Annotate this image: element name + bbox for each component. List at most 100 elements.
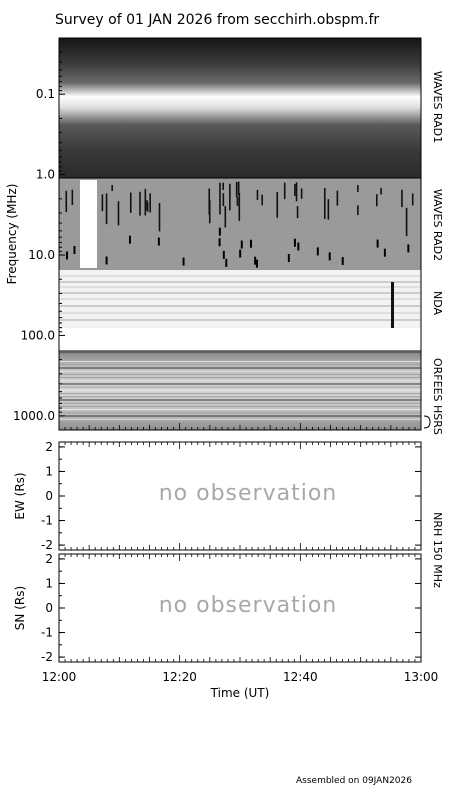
assembled-footer: Assembled on 09JAN2026 <box>296 776 412 786</box>
freq-tick-label: 1000.0 <box>13 409 55 423</box>
rad2-streak <box>144 188 147 216</box>
rad2-streak <box>222 250 225 259</box>
band-label-nda: NDA <box>431 291 444 316</box>
rad2-streak <box>224 206 227 228</box>
rad2-streak <box>261 194 263 206</box>
nda-lines <box>59 275 421 321</box>
rad2-streak <box>316 247 319 256</box>
freq-tick-label: 1.0 <box>36 168 55 182</box>
rad2-streak <box>375 194 378 207</box>
rad2-streak <box>182 257 185 266</box>
rad2-streak <box>129 192 132 213</box>
time-tick-label: 13:00 <box>404 670 439 684</box>
rad2-streak <box>336 190 339 206</box>
rs-tick-label: -2 <box>41 650 53 664</box>
ew-axis-label: EW (Rs) <box>13 472 27 519</box>
rad2-streak <box>219 182 221 215</box>
rs-tick-label: 2 <box>45 552 53 566</box>
rad2-streak <box>295 182 298 202</box>
rad2-streak <box>117 201 120 226</box>
rad2-streak <box>405 207 408 237</box>
nrh-ew-panel: 2 1 0 -1 -2 EW (Rs) no observation <box>13 440 422 552</box>
sn-no-observation: no observation <box>159 593 338 618</box>
rad2-streak <box>401 189 403 208</box>
rs-tick-label: 0 <box>45 489 53 503</box>
waves-rad1-spectrum <box>59 38 421 178</box>
nda-burst <box>391 282 394 328</box>
time-tick-label: 12:40 <box>283 670 318 684</box>
ew-axis-ticks: 2 1 0 -1 -2 <box>41 440 421 552</box>
rad2-streak <box>149 193 151 213</box>
time-axis-label: Time (UT) <box>210 686 270 700</box>
rad2-streak <box>323 188 326 219</box>
rad2-streak <box>105 193 108 225</box>
dynamic-spectrum: 0.1 1.0 10.0 100.0 1000.0 Frequency (MHz) WA… <box>5 37 444 435</box>
rad2-streak <box>139 191 141 216</box>
rad2-streak <box>222 182 225 190</box>
rad2-streak <box>376 239 379 248</box>
rs-tick-label: 1 <box>45 576 53 590</box>
rad2-streak <box>237 181 240 195</box>
rad2-streak <box>65 251 68 260</box>
rad2-streak <box>235 181 238 198</box>
rad2-streak <box>407 244 410 253</box>
rs-tick-label: 1 <box>45 464 53 478</box>
rad2-streak <box>383 248 386 257</box>
rs-tick-label: -2 <box>41 538 53 552</box>
rad2-streak <box>236 196 239 206</box>
band-label-waves-rad2: WAVES RAD2 <box>431 189 444 261</box>
rad2-streak <box>239 249 242 258</box>
freq-tick-label: 100.0 <box>21 328 55 342</box>
rad2-streak <box>300 188 303 199</box>
rad2-streak <box>327 199 330 220</box>
rad2-streak <box>328 252 331 261</box>
rad2-streak <box>283 182 286 200</box>
rad2-streak <box>128 235 131 244</box>
freq-tick-label: 0.1 <box>36 87 55 101</box>
rad2-streak <box>293 238 296 247</box>
rad2-streak <box>65 190 68 213</box>
rad2-streak <box>255 259 258 268</box>
rad2-streak <box>158 202 161 232</box>
rad2-data-gap <box>80 180 97 268</box>
rad2-streak <box>254 256 257 265</box>
hsrs-bracket <box>423 415 431 429</box>
rad2-streak <box>287 254 290 263</box>
rad2-streak <box>111 184 113 191</box>
rad2-streak <box>341 257 344 266</box>
band-label-orfees: ORFEES <box>431 358 444 402</box>
rs-tick-label: 2 <box>45 440 53 454</box>
spectrum-time-ticks <box>58 423 422 430</box>
freq-tick-label: 10.0 <box>28 248 55 262</box>
rs-tick-label: -1 <box>41 626 53 640</box>
rad2-streak <box>218 238 221 247</box>
spectrum-gap <box>59 328 421 350</box>
rad2-streak <box>256 189 259 200</box>
rad2-streak <box>380 187 382 195</box>
rad2-streak <box>157 237 160 246</box>
rad2-streak <box>240 240 243 249</box>
rad2-streak <box>146 202 149 212</box>
time-axis: 12:00 12:20 12:40 13:00 <box>42 442 439 684</box>
rad2-streak <box>218 227 221 236</box>
rad2-streak <box>249 239 252 248</box>
frequency-axis-label: Frequency (MHz) <box>5 184 19 285</box>
rad2-streak <box>297 242 300 251</box>
rad2-streak <box>276 192 279 218</box>
sn-plot-frame <box>58 553 422 663</box>
rad2-streak <box>238 193 241 221</box>
time-tick-label: 12:00 <box>42 670 77 684</box>
chart-title: Survey of 01 JAN 2026 from secchirh.obsp… <box>55 12 379 28</box>
ew-no-observation: no observation <box>159 481 338 506</box>
rad2-streak <box>208 200 211 224</box>
rad2-streak <box>101 194 104 212</box>
rad2-streak <box>105 256 108 265</box>
rad2-streak <box>296 206 299 219</box>
rad2-streak <box>294 184 296 196</box>
rad2-streak <box>357 185 359 193</box>
rad2-streak <box>71 189 74 206</box>
rad2-streak <box>222 193 225 207</box>
sn-axis-label: SN (Rs) <box>13 586 27 630</box>
nrh-frequency-label: NRH 150 MHz <box>431 512 444 588</box>
